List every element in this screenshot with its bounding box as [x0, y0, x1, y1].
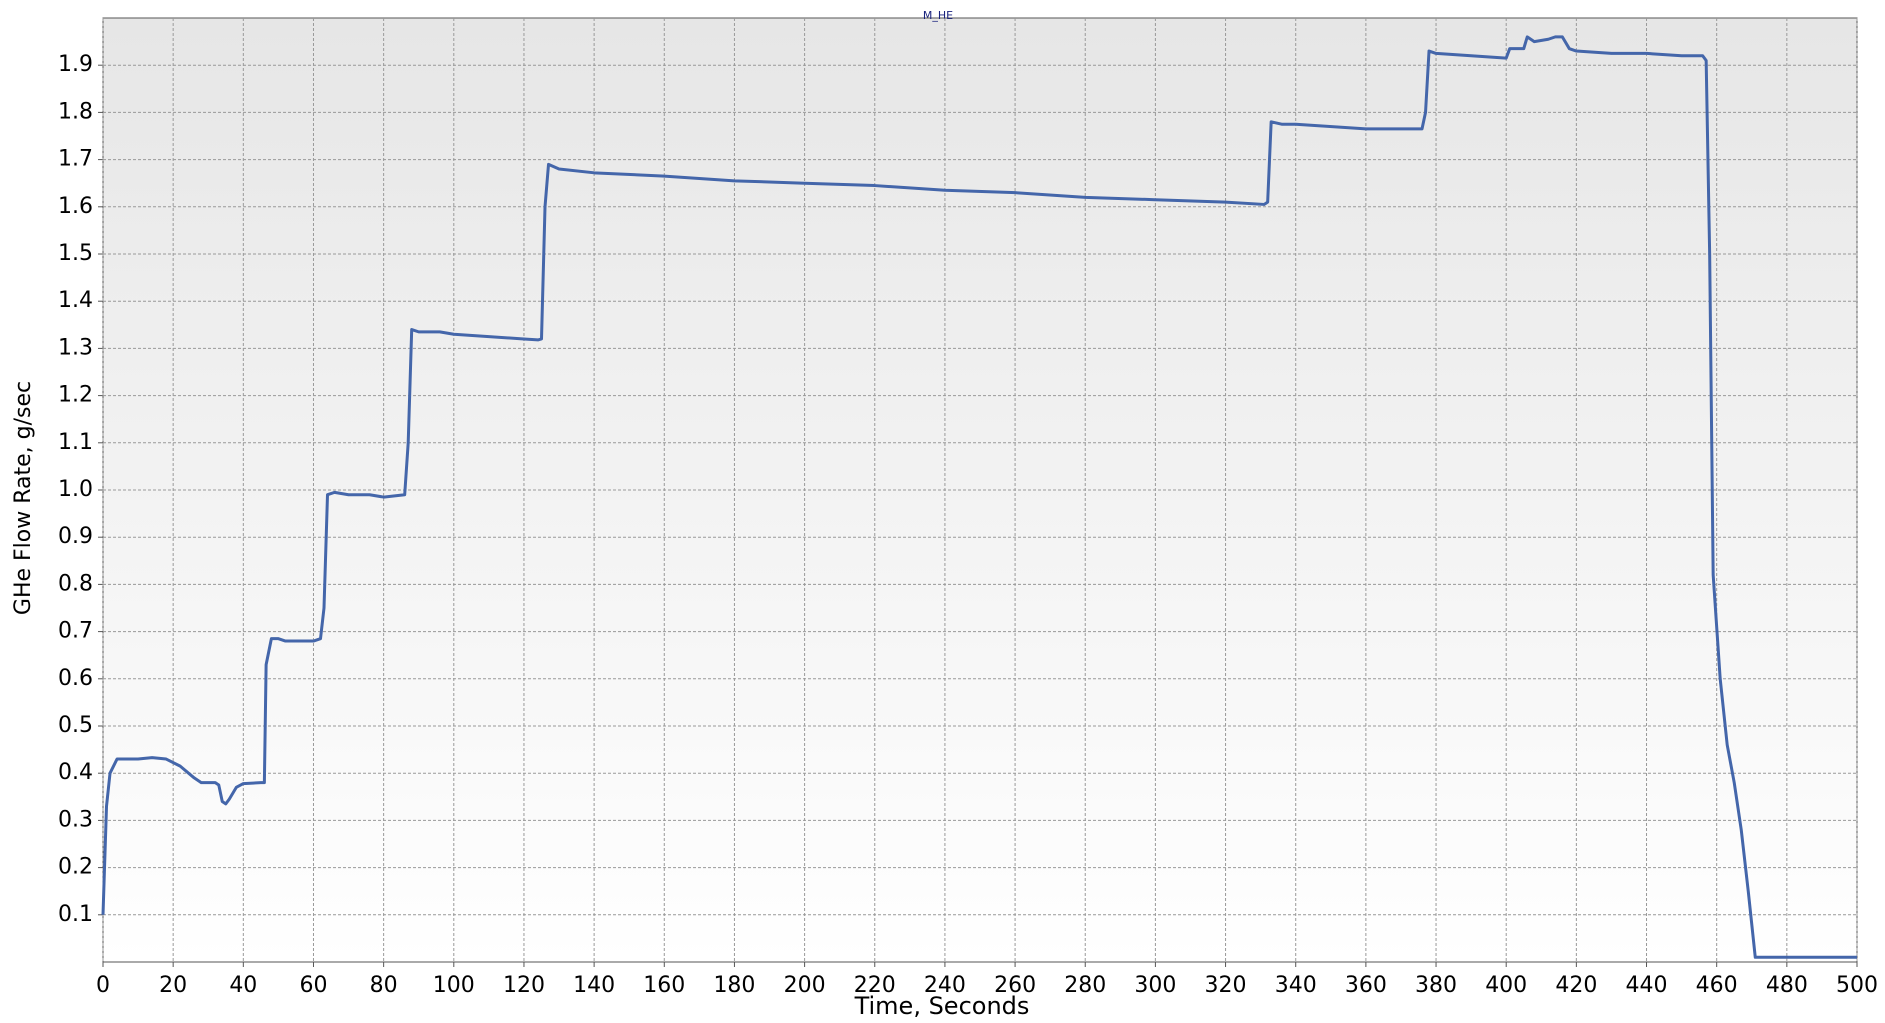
x-tick-label: 340	[1275, 973, 1317, 998]
chart-title: M_HE	[923, 9, 953, 22]
y-tick-label: 0.2	[58, 855, 93, 880]
x-tick-label: 360	[1345, 973, 1387, 998]
y-tick-label: 1.6	[58, 194, 93, 219]
x-tick-label: 220	[854, 973, 896, 998]
y-tick-label: 0.1	[58, 902, 93, 927]
y-axis-label: GHe Flow Rate, g/sec	[11, 381, 36, 615]
x-tick-label: 100	[433, 973, 475, 998]
x-tick-label: 240	[924, 973, 966, 998]
y-tick-label: 0.4	[58, 760, 93, 785]
x-tick-label: 180	[713, 973, 755, 998]
y-tick-label: 1.5	[58, 241, 93, 266]
x-tick-label: 300	[1134, 973, 1176, 998]
y-tick-label: 1.8	[58, 99, 93, 124]
y-tick-label: 1.3	[58, 335, 93, 360]
x-tick-label: 0	[96, 973, 110, 998]
x-tick-label: 40	[229, 973, 257, 998]
x-tick-label: 500	[1836, 973, 1878, 998]
x-tick-label: 120	[503, 973, 545, 998]
y-tick-label: 0.5	[58, 713, 93, 738]
x-axis-label: Time, Seconds	[854, 992, 1030, 1020]
y-tick-label: 0.9	[58, 524, 93, 549]
x-tick-label: 420	[1555, 973, 1597, 998]
y-tick-label: 1.9	[58, 52, 93, 77]
y-tick-label: 0.6	[58, 666, 93, 691]
x-tick-label: 280	[1064, 973, 1106, 998]
y-tick-label: 0.8	[58, 571, 93, 596]
x-tick-label: 460	[1696, 973, 1738, 998]
x-tick-label: 320	[1205, 973, 1247, 998]
x-tick-label: 20	[159, 973, 187, 998]
y-tick-label: 1.7	[58, 147, 93, 172]
x-tick-label: 480	[1766, 973, 1808, 998]
x-tick-label: 400	[1485, 973, 1527, 998]
x-tick-label: 140	[573, 973, 615, 998]
y-tick-label: 1.1	[58, 430, 93, 455]
x-tick-label: 260	[994, 973, 1036, 998]
x-tick-label: 200	[784, 973, 826, 998]
x-tick-label: 80	[370, 973, 398, 998]
y-tick-label: 1.0	[58, 477, 93, 502]
y-tick-label: 0.3	[58, 807, 93, 832]
y-tick-label: 1.2	[58, 383, 93, 408]
y-tick-label: 0.7	[58, 619, 93, 644]
x-tick-label: 440	[1626, 973, 1668, 998]
y-tick-label: 1.4	[58, 288, 93, 313]
x-tick-label: 160	[643, 973, 685, 998]
x-tick-label: 380	[1415, 973, 1457, 998]
x-tick-label: 60	[299, 973, 327, 998]
data-line	[101, 35, 1857, 959]
